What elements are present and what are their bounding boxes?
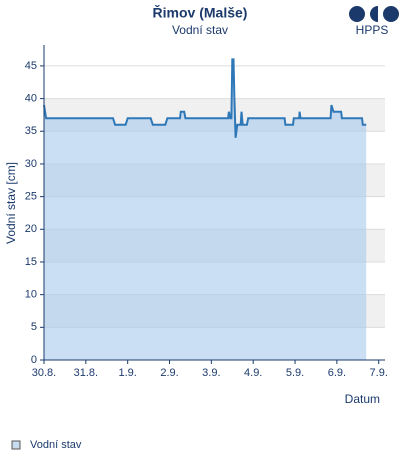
logo-text: HPPS bbox=[356, 23, 389, 37]
y-axis-label: Vodní stav [cm] bbox=[4, 162, 18, 244]
x-tick-label: 30.8. bbox=[32, 367, 56, 379]
x-tick-label: 6.9. bbox=[328, 367, 346, 379]
y-tick-label: 15 bbox=[25, 256, 37, 268]
y-tick-label: 20 bbox=[25, 223, 37, 235]
y-tick-label: 5 bbox=[31, 321, 37, 333]
y-tick-label: 35 bbox=[25, 125, 37, 137]
legend-label: Vodní stav bbox=[30, 439, 82, 451]
x-tick-label: 7.9. bbox=[370, 367, 388, 379]
y-tick-label: 10 bbox=[25, 289, 37, 301]
chart-title: Řimov (Malše) bbox=[153, 4, 248, 21]
x-tick-label: 5.9. bbox=[286, 367, 304, 379]
chart-subtitle: Vodní stav bbox=[172, 23, 228, 37]
x-axis-label: Datum bbox=[345, 392, 380, 406]
x-tick-label: 4.9. bbox=[244, 367, 262, 379]
y-tick-label: 30 bbox=[25, 158, 37, 170]
x-tick-label: 31.8. bbox=[74, 367, 98, 379]
y-tick-label: 25 bbox=[25, 191, 37, 203]
legend-swatch bbox=[11, 440, 21, 450]
y-tick-label: 0 bbox=[31, 354, 37, 366]
x-tick-label: 2.9. bbox=[160, 367, 178, 379]
line bbox=[43, 58, 367, 138]
logo-icon bbox=[349, 6, 399, 22]
x-tick-label: 1.9. bbox=[119, 367, 137, 379]
x-tick-label: 3.9. bbox=[202, 367, 220, 379]
area bbox=[44, 59, 367, 361]
y-tick-label: 40 bbox=[25, 92, 37, 104]
y-tick-label: 45 bbox=[25, 60, 37, 72]
